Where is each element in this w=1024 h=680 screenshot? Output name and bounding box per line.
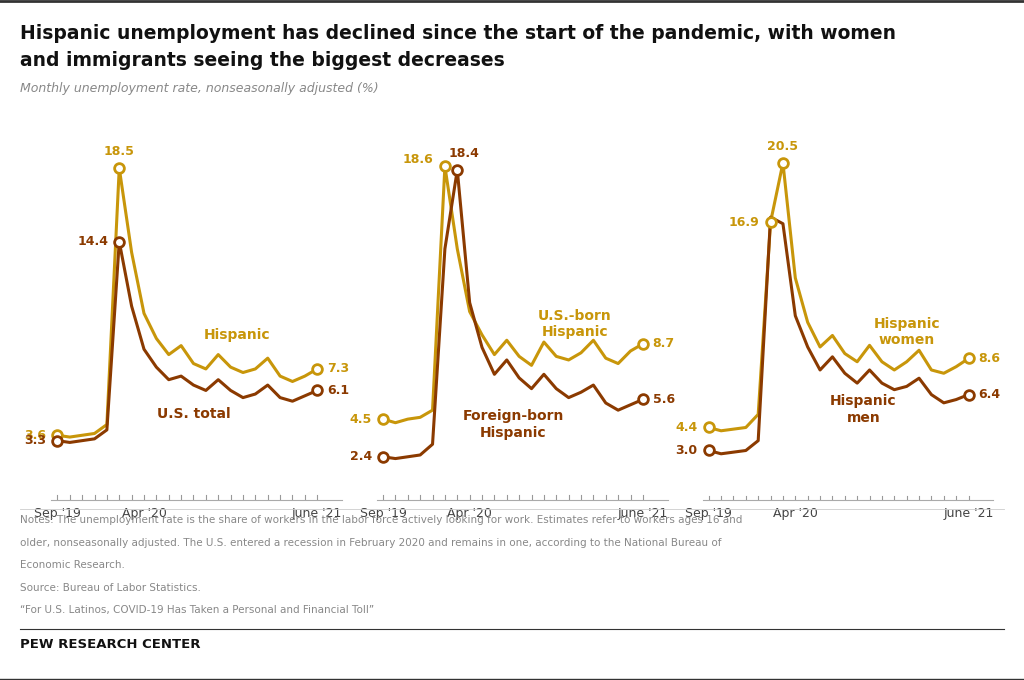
Text: older, nonseasonally adjusted. The U.S. entered a recession in February 2020 and: older, nonseasonally adjusted. The U.S. …: [20, 538, 722, 548]
Text: PEW RESEARCH CENTER: PEW RESEARCH CENTER: [20, 638, 201, 651]
Text: U.S.-born
Hispanic: U.S.-born Hispanic: [538, 309, 611, 339]
Text: U.S. total: U.S. total: [157, 407, 230, 421]
Text: 6.1: 6.1: [327, 384, 349, 397]
Text: Notes: The unemployment rate is the share of workers in the labor force actively: Notes: The unemployment rate is the shar…: [20, 515, 742, 526]
Text: 3.6: 3.6: [25, 429, 46, 442]
Text: Hispanic
men: Hispanic men: [830, 394, 897, 424]
Text: Hispanic unemployment has declined since the start of the pandemic, with women: Hispanic unemployment has declined since…: [20, 24, 896, 43]
Text: 5.6: 5.6: [652, 393, 675, 406]
Text: 20.5: 20.5: [767, 140, 799, 153]
Text: 18.6: 18.6: [403, 154, 434, 167]
Text: 7.3: 7.3: [327, 362, 349, 375]
Text: Source: Bureau of Labor Statistics.: Source: Bureau of Labor Statistics.: [20, 583, 202, 593]
Text: 2.4: 2.4: [349, 450, 372, 463]
Text: Monthly unemployment rate, nonseasonally adjusted (%): Monthly unemployment rate, nonseasonally…: [20, 82, 379, 95]
Text: 8.6: 8.6: [978, 352, 1000, 365]
Text: 4.5: 4.5: [349, 413, 372, 426]
Text: and immigrants seeing the biggest decreases: and immigrants seeing the biggest decrea…: [20, 51, 505, 70]
Text: Hispanic: Hispanic: [204, 328, 270, 342]
Text: 6.4: 6.4: [978, 388, 1000, 401]
Text: “For U.S. Latinos, COVID-19 Has Taken a Personal and Financial Toll”: “For U.S. Latinos, COVID-19 Has Taken a …: [20, 605, 375, 615]
Text: 8.7: 8.7: [652, 337, 675, 350]
Text: 18.4: 18.4: [449, 147, 479, 160]
Text: 14.4: 14.4: [77, 235, 109, 248]
Text: 16.9: 16.9: [729, 216, 760, 228]
Text: 3.3: 3.3: [25, 434, 46, 447]
Text: Foreign-born
Hispanic: Foreign-born Hispanic: [462, 409, 563, 439]
Text: 18.5: 18.5: [103, 146, 135, 158]
Text: Economic Research.: Economic Research.: [20, 560, 125, 571]
Text: Hispanic
women: Hispanic women: [873, 317, 940, 347]
Text: 4.4: 4.4: [676, 421, 697, 434]
Text: 3.0: 3.0: [676, 444, 697, 457]
